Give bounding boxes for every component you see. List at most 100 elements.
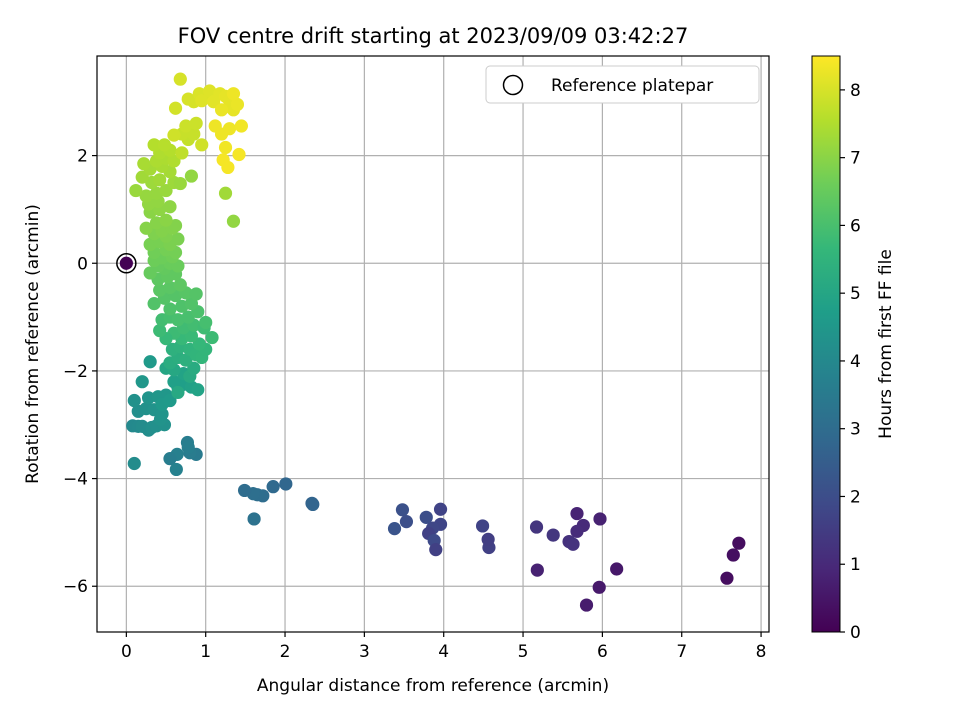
data-point [184, 169, 199, 183]
data-point [187, 127, 201, 141]
colorbar-tick-label: 4 [850, 352, 861, 372]
data-point [529, 520, 544, 534]
data-point [203, 84, 217, 98]
y-tick-label: −6 [63, 577, 88, 597]
data-point [191, 383, 205, 397]
colorbar-tick-label: 0 [850, 623, 861, 643]
data-point [169, 462, 183, 477]
legend-marker [502, 74, 524, 96]
data-point [127, 393, 141, 408]
data-point [205, 330, 219, 345]
data-point [433, 502, 448, 516]
data-point [173, 72, 187, 86]
data-point [570, 524, 584, 538]
data-point [610, 562, 624, 576]
x-axis-label: Angular distance from reference (arcmin) [257, 676, 609, 696]
colorbar-tick-label: 2 [850, 487, 861, 507]
data-point [726, 548, 740, 562]
data-point [135, 375, 149, 389]
data-point [173, 176, 187, 191]
data-point [232, 147, 246, 162]
data-point [153, 283, 167, 297]
data-point [218, 140, 233, 155]
data-point [179, 119, 193, 133]
reference-marker [116, 253, 137, 274]
data-point [159, 183, 173, 198]
x-tick-label: 4 [438, 642, 449, 662]
data-point [147, 138, 161, 152]
data-point [221, 160, 235, 175]
data-point [159, 213, 173, 227]
data-point [279, 477, 293, 491]
data-point [167, 154, 181, 168]
legend: Reference platepar [485, 65, 760, 104]
y-axis-label: Rotation from reference (arcmin) [23, 204, 43, 484]
data-point [189, 287, 203, 301]
data-point [226, 87, 241, 101]
data-point [168, 101, 183, 115]
data-point [593, 512, 607, 526]
data-point [187, 361, 201, 375]
legend-label: Reference platepar [551, 76, 713, 96]
data-point [175, 146, 189, 160]
x-tick-label: 0 [121, 642, 132, 662]
data-point [592, 580, 606, 594]
reference-ring [116, 253, 137, 274]
y-tick-label: 2 [77, 147, 88, 167]
data-point [139, 189, 153, 203]
x-tick-label: 6 [597, 642, 608, 662]
y-tick-label: −2 [63, 362, 88, 382]
data-point [127, 456, 141, 471]
colorbar-tick-label: 1 [850, 555, 861, 575]
data-point [141, 391, 156, 405]
data-point [546, 528, 560, 542]
data-point [247, 512, 261, 526]
data-point [387, 522, 402, 536]
colorbar-tick-label: 6 [850, 216, 861, 236]
data-point [230, 97, 245, 112]
data-point [579, 598, 594, 612]
data-point [153, 323, 167, 338]
x-axis-ticks: 0 1 2 3 4 5 6 7 8 [121, 632, 766, 662]
data-point [181, 440, 195, 454]
data-point [570, 506, 584, 521]
data-point [195, 94, 209, 108]
data-point [475, 519, 490, 533]
colorbar-ticks: 0 1 2 3 4 5 6 7 8 [840, 81, 861, 643]
colorbar-tick-label: 5 [850, 284, 861, 304]
data-point [163, 280, 177, 295]
scatter-points [126, 72, 746, 612]
data-point [234, 119, 248, 133]
plot-area [96, 55, 770, 633]
x-tick-label: 2 [280, 642, 291, 662]
data-point [163, 200, 177, 214]
data-point [171, 232, 185, 246]
data-point [530, 563, 544, 577]
data-point [171, 313, 185, 327]
data-point [429, 543, 443, 557]
reference-point [119, 256, 133, 270]
data-point [157, 138, 172, 152]
data-point [143, 355, 157, 369]
legend-box [485, 65, 760, 104]
data-point [147, 297, 161, 311]
data-point [179, 353, 193, 367]
data-point [419, 510, 433, 524]
colorbar-label: Hours from first FF file [876, 249, 896, 439]
data-point [163, 452, 177, 466]
x-tick-label: 5 [518, 642, 529, 662]
x-tick-label: 3 [359, 642, 370, 662]
data-point [163, 393, 177, 408]
colorbar [811, 55, 841, 633]
data-point [135, 170, 149, 184]
data-point [192, 337, 206, 351]
chart-title: FOV centre drift starting at 2023/09/09 … [178, 24, 689, 48]
data-point [184, 329, 199, 343]
data-point [171, 385, 185, 400]
data-point [189, 116, 203, 130]
y-tick-label: −4 [63, 470, 88, 490]
data-point [155, 407, 169, 421]
colorbar-tick-label: 3 [850, 420, 861, 440]
data-point [173, 278, 187, 292]
